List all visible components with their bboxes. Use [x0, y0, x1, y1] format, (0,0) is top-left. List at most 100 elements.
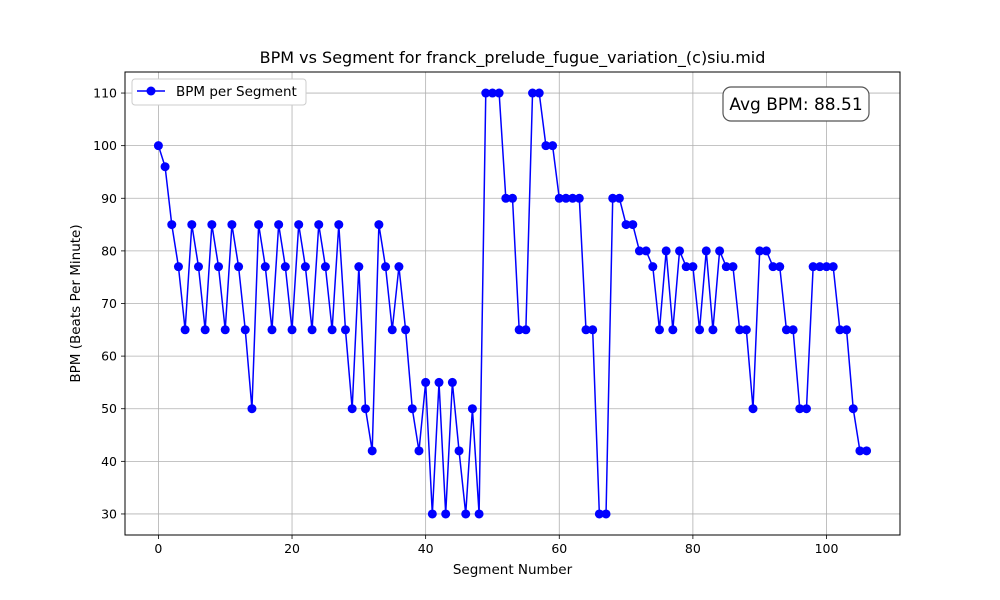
y-tick-label: 70 — [101, 296, 117, 311]
data-point — [654, 325, 664, 335]
data-point — [748, 404, 758, 414]
data-point — [347, 404, 357, 414]
data-point — [848, 404, 858, 414]
x-tick-label: 0 — [154, 541, 162, 556]
x-axis-label: Segment Number — [453, 562, 573, 578]
data-point — [327, 325, 337, 335]
x-tick-label: 60 — [551, 541, 567, 556]
data-point — [675, 246, 685, 256]
legend: BPM per Segment — [131, 78, 307, 106]
data-point — [267, 325, 277, 335]
data-point — [434, 377, 444, 387]
series-layer — [153, 88, 872, 519]
y-tick-label: 80 — [101, 243, 117, 258]
legend-label: BPM per Segment — [176, 84, 297, 100]
y-axis-ticks: 30 40 50 60 70 80 90 100 110 — [93, 86, 125, 521]
data-point — [401, 325, 411, 335]
data-point — [828, 262, 838, 272]
data-point — [842, 325, 852, 335]
data-point — [681, 262, 691, 272]
data-point — [160, 162, 170, 172]
data-point — [381, 262, 391, 272]
data-point — [534, 88, 544, 98]
data-point — [200, 325, 210, 335]
avg-annotation: Avg BPM: 88.51 — [722, 86, 870, 122]
data-point — [614, 193, 624, 203]
y-tick-label: 90 — [101, 191, 117, 206]
x-tick-label: 20 — [284, 541, 300, 556]
data-point — [628, 220, 638, 230]
data-point — [474, 509, 484, 519]
x-axis-ticks: 0 20 40 60 80 100 — [154, 535, 838, 556]
data-point — [320, 262, 330, 272]
data-point — [661, 246, 671, 256]
data-point — [447, 377, 457, 387]
data-point — [548, 141, 558, 151]
x-tick-label: 100 — [815, 541, 839, 556]
data-point — [634, 246, 644, 256]
data-point — [260, 262, 270, 272]
data-point — [300, 262, 310, 272]
data-point — [180, 325, 190, 335]
data-point — [735, 325, 745, 335]
y-tick-label: 50 — [101, 401, 117, 416]
data-point — [294, 220, 304, 230]
data-point — [781, 325, 791, 335]
data-point — [334, 220, 344, 230]
data-point — [314, 220, 324, 230]
data-point — [601, 509, 611, 519]
data-point — [387, 325, 397, 335]
data-point — [822, 262, 832, 272]
avg-bpm-text: Avg BPM: 88.51 — [729, 95, 862, 115]
data-point — [487, 88, 497, 98]
data-point — [173, 262, 183, 272]
data-point — [528, 88, 538, 98]
data-point — [708, 325, 718, 335]
data-point — [835, 325, 845, 335]
data-point — [514, 325, 524, 335]
data-point — [568, 193, 578, 203]
data-point — [274, 220, 284, 230]
data-point — [775, 262, 785, 272]
data-point — [234, 262, 244, 272]
x-tick-label: 40 — [418, 541, 434, 556]
data-point — [588, 325, 598, 335]
data-point — [641, 246, 651, 256]
data-point — [862, 446, 872, 456]
data-point — [508, 193, 517, 203]
data-point — [715, 246, 725, 256]
y-tick-label: 30 — [101, 506, 117, 521]
data-point — [421, 377, 431, 387]
data-point — [768, 262, 778, 272]
data-point — [367, 446, 377, 456]
data-point — [621, 220, 631, 230]
data-point — [668, 325, 678, 335]
data-point — [287, 325, 297, 335]
data-point — [554, 193, 564, 203]
data-point — [608, 193, 618, 203]
data-point — [574, 193, 584, 203]
data-point — [741, 325, 751, 335]
x-tick-label: 80 — [685, 541, 701, 556]
data-point — [240, 325, 250, 335]
data-point — [220, 325, 230, 335]
data-point — [561, 193, 571, 203]
data-point — [688, 262, 698, 272]
data-point — [761, 246, 771, 256]
data-point — [855, 446, 865, 456]
data-point — [788, 325, 798, 335]
data-point — [214, 262, 224, 272]
chart-title: BPM vs Segment for franck_prelude_fugue_… — [260, 48, 766, 68]
data-point — [361, 404, 371, 414]
data-point — [695, 325, 705, 335]
data-point — [454, 446, 464, 456]
data-point — [227, 220, 237, 230]
data-point — [461, 509, 471, 519]
data-point — [153, 141, 163, 151]
y-axis-label: BPM (Beats Per Minute) — [68, 224, 84, 382]
data-point — [247, 404, 257, 414]
legend-box — [131, 78, 307, 106]
data-point — [307, 325, 317, 335]
data-point — [427, 509, 437, 519]
